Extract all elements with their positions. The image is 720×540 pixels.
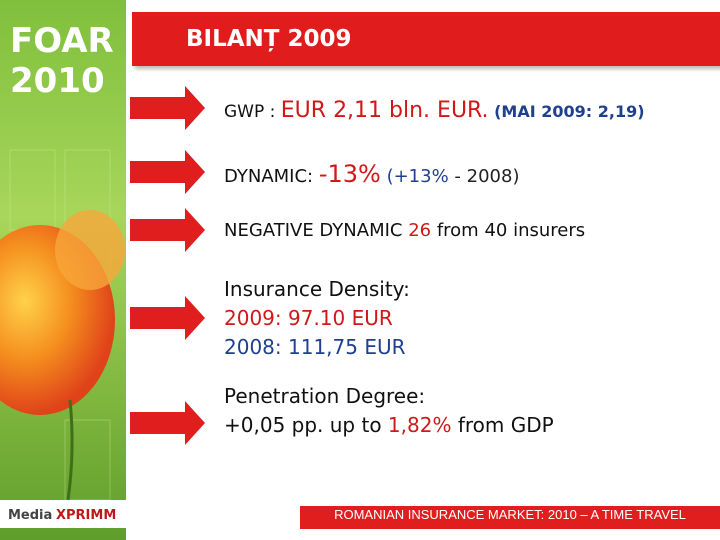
text-segment: 26: [408, 220, 432, 241]
arrow: [130, 150, 205, 194]
text-segment: 2009: 97.10 EUR: [224, 306, 393, 330]
text-segment: (+13%: [380, 166, 449, 187]
text-segment: 1,82%: [387, 413, 452, 437]
bullet-line: 2009: 97.10 EUR: [224, 304, 410, 333]
text-segment: (MAI 2009: 2,19): [488, 102, 645, 121]
arrows: [130, 86, 205, 445]
bullet-line: DYNAMIC: -13% (+13% - 2008): [224, 160, 519, 189]
text-segment: from GDP: [451, 413, 554, 437]
text-segment: DYNAMIC:: [224, 166, 319, 187]
text-segment: Penetration Degree:: [224, 384, 426, 408]
arrow: [130, 401, 205, 445]
arrow: [130, 296, 205, 340]
footer-bar: [300, 506, 720, 529]
text-segment: 2008: 111,75 EUR: [224, 335, 406, 359]
title: BILANȚ 2009: [186, 26, 352, 52]
bullet-line: Penetration Degree:: [224, 382, 554, 411]
text-segment: - 2008): [448, 166, 520, 187]
text-segment: Insurance Density:: [224, 277, 410, 301]
brand-box: [0, 500, 126, 528]
poppy-petal: [55, 210, 125, 290]
bullet-item: NEGATIVE DYNAMIC 26 from 40 insurers: [224, 216, 585, 245]
bullet-line: NEGATIVE DYNAMIC 26 from 40 insurers: [224, 216, 585, 245]
bullet-line: Insurance Density:: [224, 275, 410, 304]
text-segment: NEGATIVE DYNAMIC: [224, 220, 409, 241]
text-segment: EUR 2,11 bln. EUR.: [280, 98, 489, 123]
bullet-line: 2008: 111,75 EUR: [224, 333, 410, 362]
bullet-item: DYNAMIC: -13% (+13% - 2008): [224, 160, 519, 189]
bullet-line: GWP : EUR 2,11 bln. EUR. (MAI 2009: 2,19…: [224, 96, 645, 125]
brand-second: XPRIMM: [56, 508, 116, 523]
text-segment: from 40 insurers: [431, 220, 586, 241]
logo-year: 2010: [10, 61, 105, 101]
bullet-item: Insurance Density: 2009: 97.10 EUR 2008: 1…: [224, 275, 410, 362]
logo-name: FOAR: [10, 21, 114, 61]
bullet-item: GWP : EUR 2,11 bln. EUR. (MAI 2009: 2,19…: [224, 96, 645, 125]
footer: ROMANIAN INSURANCE MARKET: 2010 – A TIME…: [334, 507, 686, 522]
bullet-item: Penetration Degree: +0,05 pp. up to 1,82%…: [224, 382, 554, 440]
stem: [66, 399, 74, 501]
text-segment: GWP :: [224, 102, 281, 122]
title-bar: [132, 12, 720, 66]
text-segment: +0,05 pp. up to: [224, 413, 388, 437]
arrow: [130, 86, 205, 130]
bullet-line: +0,05 pp. up to 1,82% from GDP: [224, 411, 554, 440]
arrow: [130, 208, 205, 252]
brand-first: Media: [8, 508, 52, 523]
text-segment: -13%: [318, 160, 381, 188]
